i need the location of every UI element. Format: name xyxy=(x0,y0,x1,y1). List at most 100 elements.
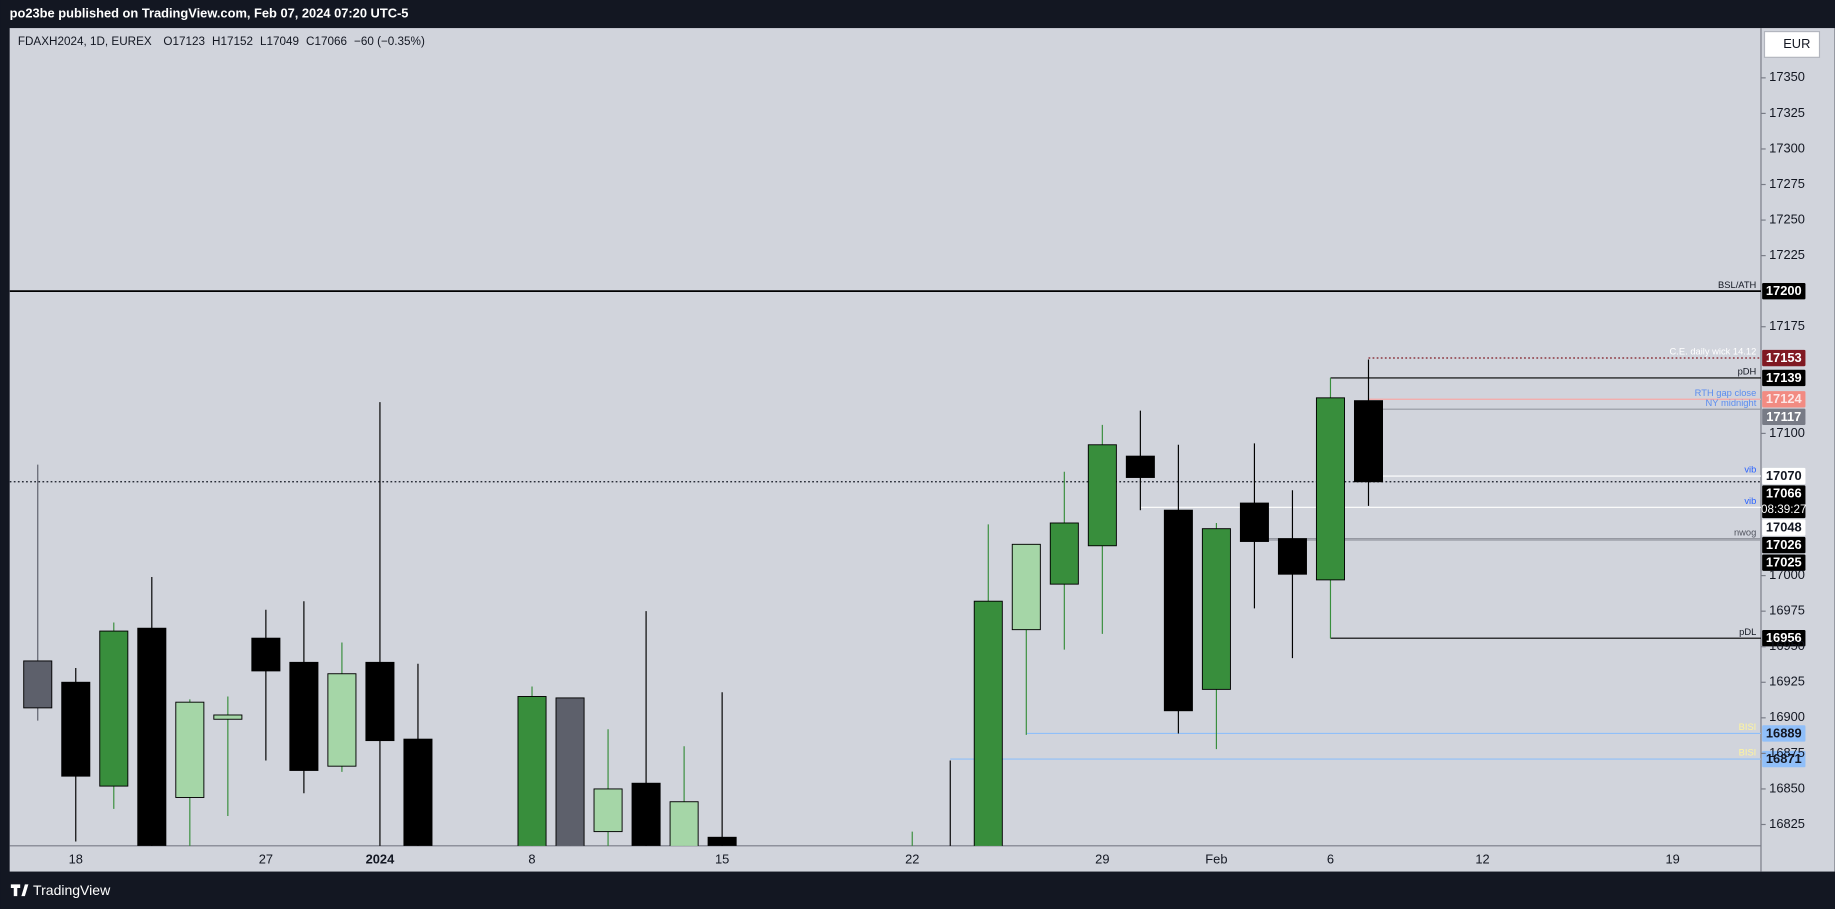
level-label: NY midnight xyxy=(1706,398,1757,408)
currency[interactable]: EUR xyxy=(1783,36,1810,51)
level-label: pDL xyxy=(1739,627,1756,637)
brand: TradingView xyxy=(10,882,111,898)
level-label: BISI xyxy=(1739,748,1757,758)
currency-button[interactable] xyxy=(1763,31,1821,58)
y-tick-label: 16825 xyxy=(1769,816,1805,831)
level-label: nwog xyxy=(1734,527,1756,537)
countdown: 08:39:27 xyxy=(1761,503,1807,516)
price-tag xyxy=(1762,369,1806,387)
level-label: pDH xyxy=(1738,367,1757,377)
price-tag xyxy=(1762,536,1806,554)
level-label: vib xyxy=(1744,465,1756,475)
y-tick-label: 16900 xyxy=(1769,709,1805,724)
candle-body xyxy=(1239,502,1269,542)
brand-name: TradingView xyxy=(33,882,111,898)
y-tick-label: 17000 xyxy=(1769,567,1805,582)
price-tag xyxy=(1762,282,1806,300)
ohlc-label: C xyxy=(306,35,314,48)
price-tag xyxy=(1762,485,1806,519)
candle-body xyxy=(669,801,699,846)
price-tag-value: 17070 xyxy=(1766,468,1802,483)
ohlc-label: L xyxy=(260,35,267,48)
candle-body xyxy=(61,681,91,777)
x-tick-label: Feb xyxy=(1205,851,1227,866)
x-tick-label: 22 xyxy=(905,851,919,866)
price-tag-value: 16871 xyxy=(1766,751,1802,766)
price-tag-value: 17048 xyxy=(1766,520,1802,535)
y-tick-label: 17350 xyxy=(1769,69,1805,84)
candle-body xyxy=(1087,444,1117,547)
x-tick-label: 18 xyxy=(69,851,83,866)
candle-body xyxy=(973,600,1003,846)
y-tick-label: 17225 xyxy=(1769,247,1805,262)
price-tag-value: 17153 xyxy=(1766,350,1802,365)
price-tag xyxy=(1762,467,1806,485)
candle-body xyxy=(1049,522,1079,585)
candle-body xyxy=(593,788,623,833)
candle-body xyxy=(517,696,547,846)
price-tag xyxy=(1762,554,1806,571)
candle-body xyxy=(1353,400,1383,483)
plot-area xyxy=(9,28,1761,846)
candle-body xyxy=(631,782,661,846)
price-tag-value: 16889 xyxy=(1766,725,1802,740)
y-tick-label: 17325 xyxy=(1769,105,1805,120)
price-tag-value: 17139 xyxy=(1766,370,1802,385)
x-tick-label: 2024 xyxy=(366,851,395,866)
price-tag-value: 17117 xyxy=(1766,409,1801,424)
candle-body xyxy=(251,637,281,672)
publisher: po23be published on TradingView.com, Feb… xyxy=(10,5,409,20)
ohlc-value: 17066 xyxy=(314,35,347,48)
price-tag xyxy=(1762,349,1806,367)
y-tick-label: 16925 xyxy=(1769,674,1805,689)
candle-body xyxy=(213,714,243,720)
candle-body xyxy=(1163,509,1193,712)
price-tag-value: 17124 xyxy=(1766,391,1803,406)
candle-body xyxy=(175,701,205,798)
price-tag xyxy=(1762,408,1806,426)
y-tick-label: 17100 xyxy=(1769,425,1805,440)
price-tag xyxy=(1762,725,1806,742)
legend: FDAXH2024, 1D, EUREX O17123 H17152 L17049 C1… xyxy=(18,35,425,48)
candle-body xyxy=(137,627,167,846)
candle-body xyxy=(365,661,395,742)
price-tag xyxy=(1762,519,1806,536)
overlay: BSL/ATH C.E. daily wick 14.12 pDH RTH gap c… xyxy=(1670,280,1807,768)
y-tick-label: 17250 xyxy=(1769,211,1805,226)
y-tick-label: 17175 xyxy=(1769,318,1805,333)
x-tick-label: 29 xyxy=(1095,851,1109,866)
ohlc-value: 17123 xyxy=(172,35,205,48)
level-label: C.E. daily wick 14.12 xyxy=(1670,347,1757,357)
ohlc-label: H xyxy=(212,35,220,48)
x-tick-label: 6 xyxy=(1327,851,1334,866)
candle-body xyxy=(555,697,585,846)
level-label: BISI xyxy=(1739,722,1757,732)
y-tick-label: 16975 xyxy=(1769,603,1805,618)
brand-logo xyxy=(10,884,29,897)
candle-body xyxy=(403,738,433,846)
candle-body xyxy=(1315,397,1345,581)
level-label: RTH gap close xyxy=(1695,388,1757,398)
price-tag-value: 17066 xyxy=(1766,486,1802,501)
candle-body xyxy=(99,630,129,787)
price-tag xyxy=(1762,391,1806,408)
y-tick-label: 16850 xyxy=(1769,780,1805,795)
candle-body xyxy=(327,673,357,767)
x-tick-label: 8 xyxy=(528,851,535,866)
change: −60 (−0.35%) xyxy=(354,35,425,48)
y-tick-label: 16950 xyxy=(1769,638,1805,653)
price-tag-value: 16956 xyxy=(1766,630,1802,645)
candle-body xyxy=(1011,543,1041,631)
y-tick-label: 17275 xyxy=(1769,176,1805,191)
candle-body xyxy=(1125,455,1155,478)
plot xyxy=(9,290,1761,846)
price-tag-value: 17026 xyxy=(1766,537,1802,552)
level-label: vib xyxy=(1744,496,1756,506)
level-label: BSL/ATH xyxy=(1718,280,1756,290)
candle-body xyxy=(707,836,737,846)
x-tick-label: 27 xyxy=(259,851,273,866)
candle-body xyxy=(1277,538,1307,575)
candle-body xyxy=(289,661,319,771)
